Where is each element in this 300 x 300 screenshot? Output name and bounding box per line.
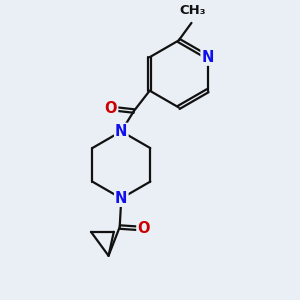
Text: O: O xyxy=(105,101,117,116)
Text: O: O xyxy=(137,221,150,236)
Text: N: N xyxy=(202,50,214,65)
Text: N: N xyxy=(115,191,128,206)
Text: N: N xyxy=(115,124,128,139)
Text: CH₃: CH₃ xyxy=(180,4,206,17)
